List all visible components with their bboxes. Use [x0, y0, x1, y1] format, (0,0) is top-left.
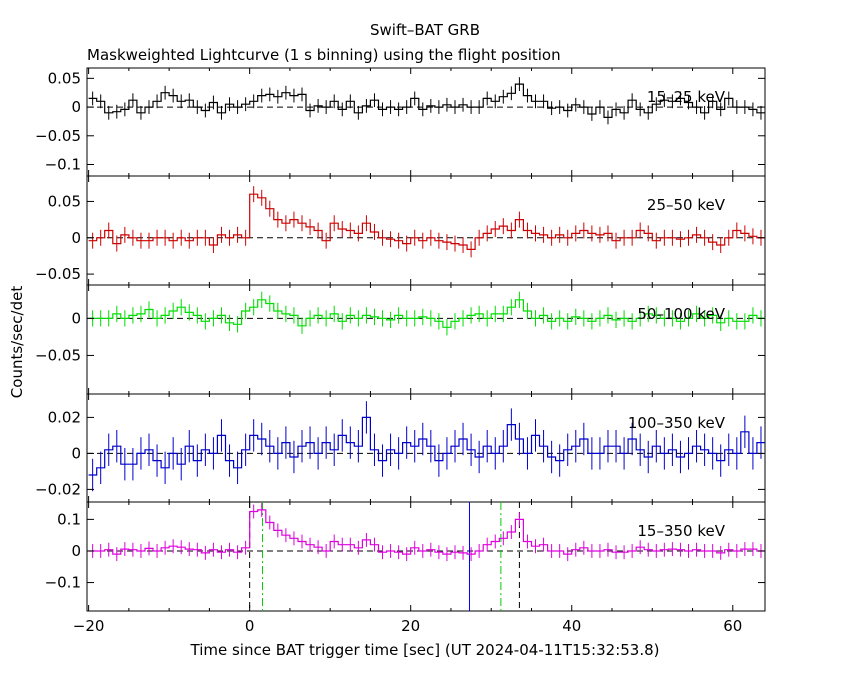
y-tick-label: 0 — [71, 309, 81, 327]
y-tick-label: 0 — [71, 444, 81, 462]
series-step-line — [88, 299, 765, 328]
x-tick-label: 0 — [245, 617, 255, 635]
series-step-line — [88, 509, 765, 555]
y-tick-label: 0.05 — [48, 192, 81, 210]
y-tick-label: −0.05 — [35, 346, 81, 364]
panel-frame — [86, 175, 766, 286]
y-tick-label: 0.05 — [48, 69, 81, 87]
series-label: 15–25 keV — [647, 88, 726, 106]
chart-title: Swift–BAT GRB — [370, 21, 480, 39]
panel-1: 0.05 0 −0.05 −0.1 15–25 keV — [35, 67, 766, 177]
panel-5: 0.1 0 −0.1 15–350 keV — [45, 501, 766, 612]
panel-frame — [86, 393, 766, 503]
series-step-line — [88, 83, 765, 118]
series-step-line — [88, 416, 765, 476]
y-tick-label: 0 — [71, 542, 81, 560]
y-tick-label: −0.05 — [35, 127, 81, 145]
x-tick-label: −20 — [73, 617, 105, 635]
panel-2: 0.05 0 −0.05 25–50 keV — [35, 175, 766, 286]
y-axis-label: Counts/sec/det — [8, 286, 26, 399]
y-tick-label: −0.05 — [35, 265, 81, 283]
series-label: 15–350 keV — [637, 522, 725, 540]
x-axis-label: Time since BAT trigger time [sec] (UT 20… — [190, 641, 660, 659]
x-tick-label: 40 — [562, 617, 581, 635]
y-tick-label: 0.02 — [48, 408, 81, 426]
series-label: 100–350 keV — [628, 414, 726, 432]
panel-frame — [86, 67, 766, 177]
panel-4: 0.02 0 −0.02 100–350 keV — [35, 393, 766, 503]
x-tick-label: 20 — [401, 617, 420, 635]
y-tick-label: −0.02 — [35, 480, 81, 498]
series-step-line — [88, 193, 765, 250]
y-tick-label: 0 — [71, 98, 81, 116]
x-tick-label: 60 — [723, 617, 742, 635]
y-tick-label: 0.1 — [57, 510, 81, 528]
panel-3: 0 −0.05 50–100 keV — [35, 284, 766, 395]
series-label: 25–50 keV — [647, 196, 726, 214]
panel-frame — [86, 501, 766, 612]
series-label: 50–100 keV — [637, 305, 725, 323]
panel-frame — [86, 284, 766, 395]
chart-subtitle: Maskweighted Lightcurve (1 s binning) us… — [87, 46, 561, 64]
y-tick-label: −0.1 — [45, 156, 81, 174]
y-tick-label: 0 — [71, 229, 81, 247]
y-tick-label: −0.1 — [45, 574, 81, 592]
